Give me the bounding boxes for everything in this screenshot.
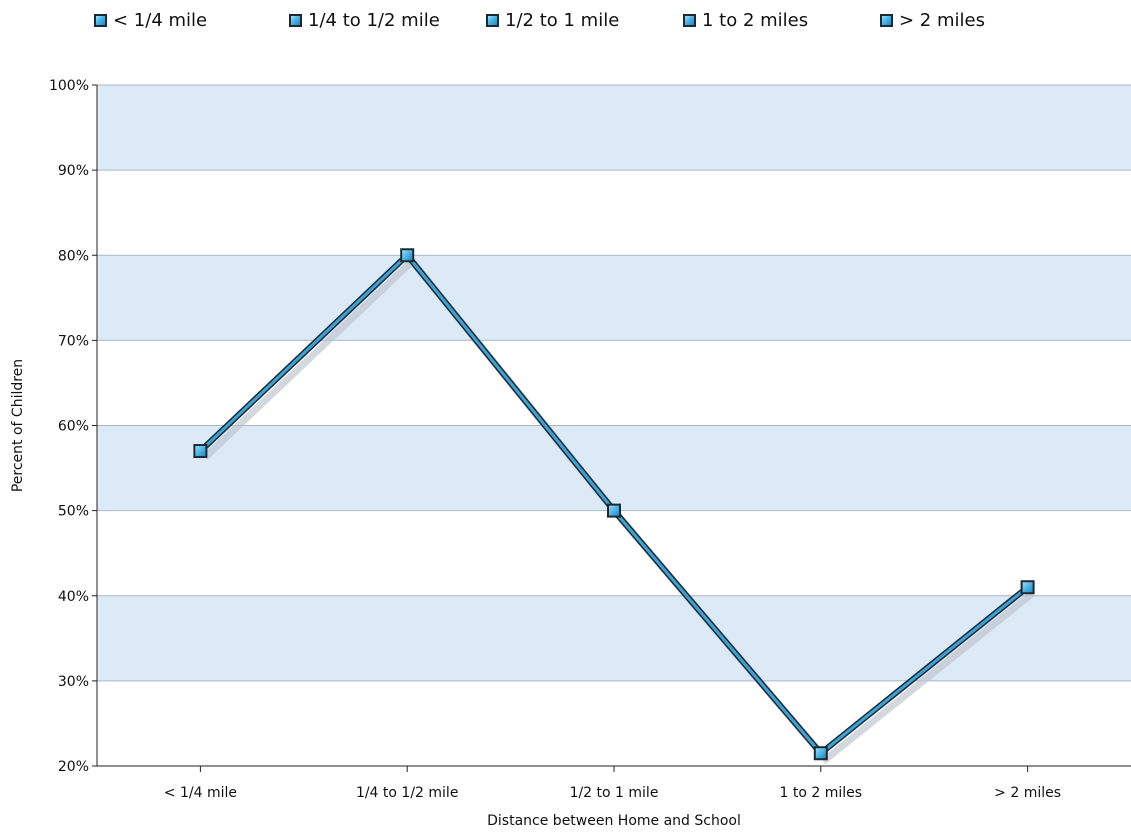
legend-item: > 2 miles: [880, 8, 985, 32]
legend-marker-icon: [486, 13, 499, 27]
legend-item: 1/2 to 1 mile: [486, 8, 619, 32]
legend-item: 1 to 2 miles: [683, 8, 808, 32]
x-tick-label: 1/4 to 1/2 mile: [356, 785, 459, 801]
y-axis-title: Percent of Children: [10, 359, 26, 492]
legend-label: 1/4 to 1/2 mile: [308, 9, 440, 31]
y-tick-label: 70%: [58, 333, 89, 349]
y-tick-label: 80%: [58, 248, 89, 264]
grid-band: [97, 595, 1131, 681]
data-point-marker: [607, 503, 621, 518]
data-point-marker: [1020, 580, 1035, 595]
y-tick-label: 60%: [58, 419, 89, 435]
y-tick-label: 40%: [58, 589, 89, 605]
x-axis-title: Distance between Home and School: [487, 813, 741, 829]
legend-label: 1 to 2 miles: [702, 9, 809, 31]
legend-item: 1/4 to 1/2 mile: [289, 8, 440, 32]
x-tick-label: > 2 miles: [994, 785, 1061, 801]
data-point-marker: [400, 248, 415, 263]
y-tick-label: 90%: [58, 163, 89, 179]
grid-band: [97, 85, 1131, 171]
legend-marker-icon: [683, 13, 696, 27]
data-point-marker: [193, 444, 208, 459]
grid-band: [97, 255, 1131, 341]
legend-marker-icon: [94, 13, 107, 27]
legend-item: < 1/4 mile: [94, 8, 207, 32]
y-tick-label: 50%: [58, 504, 89, 520]
legend-label: > 2 miles: [899, 9, 985, 31]
legend-label: 1/2 to 1 mile: [505, 9, 620, 31]
legend-marker-icon: [880, 13, 893, 27]
y-tick-label: 20%: [58, 759, 89, 775]
y-tick-label: 30%: [58, 674, 89, 690]
x-tick-label: 1/2 to 1 mile: [570, 785, 659, 801]
legend: < 1/4 mile 1/4 to 1/2 mile 1/2 to 1 mile…: [0, 0, 1131, 40]
x-tick-label: 1 to 2 miles: [780, 785, 863, 801]
data-point-marker: [813, 746, 828, 761]
legend-marker-icon: [289, 13, 302, 27]
y-tick-label: 100%: [49, 78, 89, 94]
x-tick-label: < 1/4 mile: [164, 785, 237, 801]
legend-label: < 1/4 mile: [113, 9, 208, 31]
grid-band: [97, 425, 1131, 511]
